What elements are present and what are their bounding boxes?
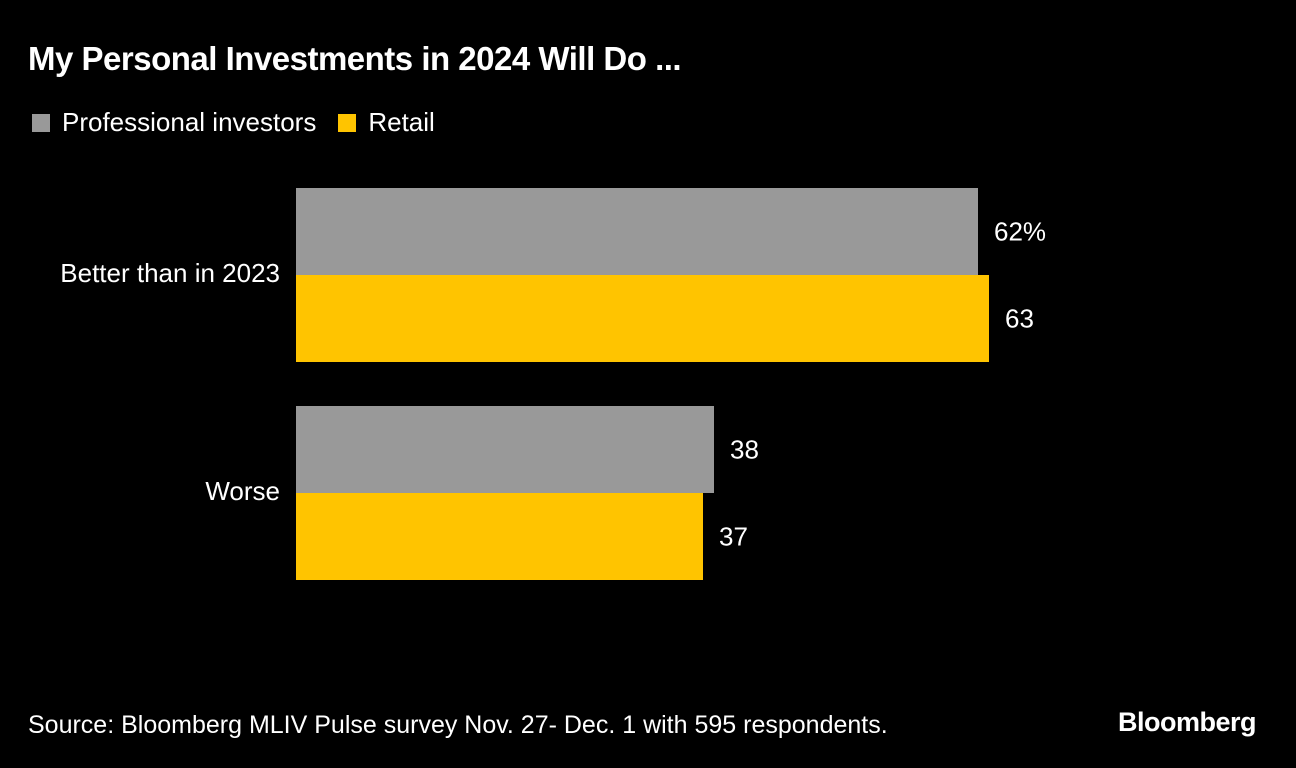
bar-retail-1 [296,493,703,580]
bar-professional-1 [296,406,714,493]
bloomberg-logo: Bloomberg [1117,707,1257,737]
legend-label-professional: Professional investors [62,107,317,137]
source-note: Source: Bloomberg MLIV Pulse survey Nov.… [28,711,888,739]
category-label-worse: Worse [205,476,280,506]
legend-swatch-retail [338,113,357,132]
legend-item-professional: Professional investors [32,107,316,138]
category-label-better: Better than in 2023 [60,258,280,288]
legend: Professional investors Retail [32,107,457,138]
data-label-retail-0: 63 [1005,304,1034,334]
legend-label-retail: Retail [368,107,435,137]
chart-title: My Personal Investments in 2024 Will Do … [28,40,682,77]
legend-item-retail: Retail [338,107,435,138]
data-label-retail-1: 37 [719,522,748,552]
data-label-professional-1: 38 [730,435,759,465]
bar-professional-0 [296,188,978,275]
legend-swatch-professional [32,113,50,132]
data-label-professional-0: 62% [994,217,1046,247]
bar-retail-0 [296,275,989,362]
